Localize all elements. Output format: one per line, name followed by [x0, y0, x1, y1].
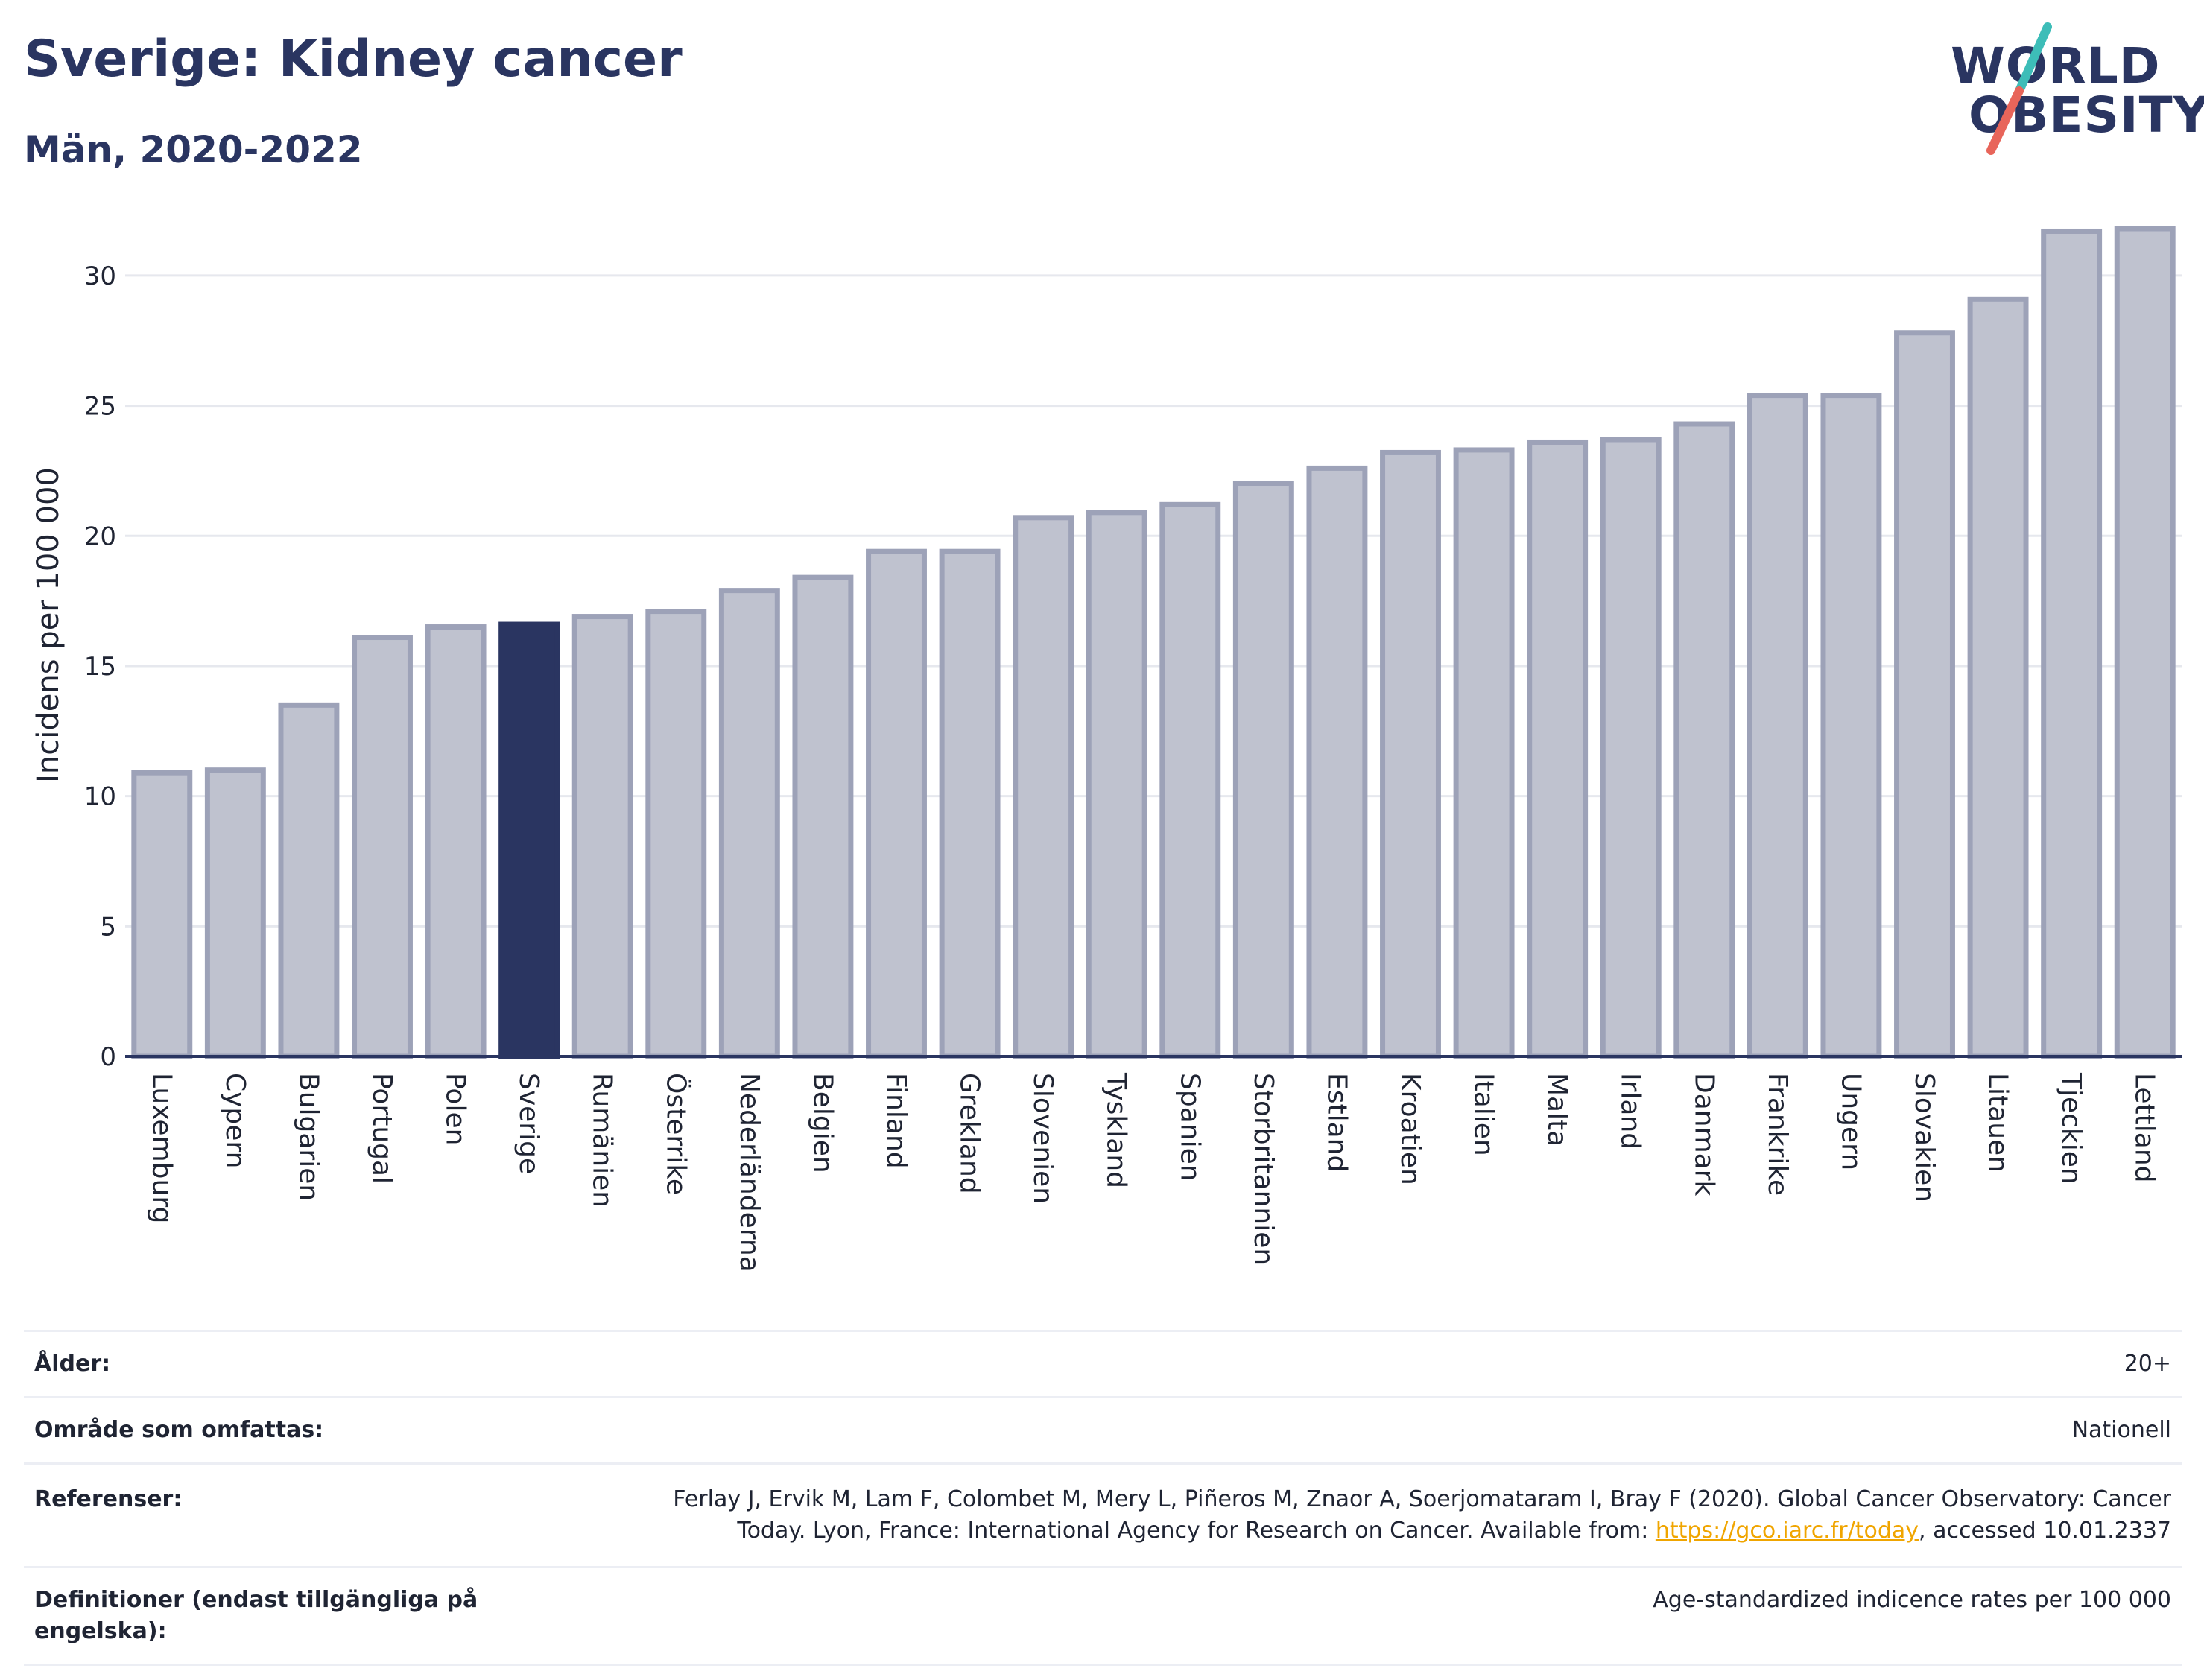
bar-chart: 0 5 10 15 20 25 30 Luxemburg Cypern Bulgarien Por… [31, 226, 2182, 1272]
world-obesity-logo: WORLD OBESITY [1937, 22, 2204, 156]
x-tick-label: Sverige [513, 1073, 544, 1174]
y-tick-label: 15 [84, 652, 116, 682]
info-table: Ålder: 20+ Område som omfattas: Nationel… [24, 1330, 2182, 1666]
bars [131, 226, 2176, 1059]
y-tick-labels: 0 5 10 15 20 25 30 [84, 261, 116, 1072]
bar-malta [1527, 439, 1589, 1059]
bar-estland [1306, 465, 1368, 1059]
x-tick-label: Danmark [1688, 1073, 1719, 1196]
references-link[interactable]: https://gco.iarc.fr/today [1655, 1518, 1919, 1544]
x-tick-label: Österrike [660, 1073, 691, 1195]
x-tick-label: Grekland [954, 1073, 985, 1194]
x-tick-label: Slovakien [1909, 1073, 1939, 1202]
bar-spanien [1159, 501, 1221, 1059]
bar-sverige [498, 621, 560, 1059]
bar-cypern [204, 767, 266, 1059]
x-tick-label: Tyskland [1101, 1072, 1132, 1188]
x-tick-label: Litauen [1983, 1073, 2013, 1173]
info-row-references: Referenser: Ferlay J, Ervik M, Lam F, Co… [24, 1465, 2182, 1568]
x-tick-label: Spanien [1174, 1073, 1205, 1182]
x-tick-label: Kroatien [1395, 1073, 1425, 1185]
x-tick-labels: Luxemburg Cypern Bulgarien Portugal Polen Sve… [146, 1072, 2159, 1272]
x-tick-label: Estland [1321, 1073, 1352, 1172]
references-line-1: Ferlay J, Ervik M, Lam F, Colombet M, Me… [673, 1486, 2171, 1512]
logo-slash-icon [1986, 22, 2052, 155]
bar-storbritannien [1232, 481, 1294, 1059]
y-tick-label: 5 [100, 912, 116, 942]
x-tick-label: Cypern [220, 1073, 250, 1168]
x-tick-label: Polen [440, 1073, 471, 1145]
bar-danmark [1673, 421, 1735, 1059]
bar-bulgarien [278, 702, 340, 1059]
bar-italien [1453, 447, 1515, 1059]
bar-österrike [645, 609, 707, 1059]
x-tick-label: Lettland [2129, 1073, 2160, 1183]
page-title: Sverige: Kidney cancer [24, 30, 683, 89]
coverage-label: Område som omfattas: [34, 1417, 324, 1443]
bar-luxemburg [131, 770, 193, 1059]
references-label: Referenser: [34, 1486, 183, 1512]
bar-nederländerna [718, 588, 780, 1059]
info-row-age: Ålder: 20+ [24, 1332, 2182, 1398]
references-accessed: , accessed 10.01.2337 [1919, 1518, 2171, 1544]
info-row-definitions: Definitioner (endast tillgängliga på eng… [24, 1568, 2182, 1666]
bar-frankrike [1747, 393, 1808, 1059]
bar-irland [1600, 437, 1662, 1059]
bar-litauen [1967, 296, 2029, 1059]
bar-belgien [792, 574, 854, 1059]
bar-grekland [939, 548, 1001, 1059]
x-tick-label: Luxemburg [146, 1073, 177, 1223]
bar-slovakien [1894, 330, 1955, 1059]
x-tick-label: Nederländerna [734, 1073, 764, 1272]
bar-ungern [1820, 393, 1882, 1059]
bar-slovenien [1013, 515, 1074, 1059]
x-tick-label: Slovenien [1027, 1073, 1058, 1204]
x-tick-label: Ungern [1835, 1073, 1866, 1170]
x-tick-label: Storbritannien [1248, 1073, 1279, 1265]
coverage-value: Nationell [2071, 1417, 2171, 1443]
x-tick-label: Malta [1542, 1073, 1572, 1147]
bar-tyskland [1086, 510, 1147, 1059]
y-tick-label: 25 [84, 392, 116, 422]
logo-line-1: WORLD [1951, 37, 2161, 95]
bar-kroatien [1380, 449, 1441, 1059]
y-tick-label: 10 [84, 782, 116, 812]
definitions-value: Age-standardized indicence rates per 100… [1653, 1587, 2171, 1613]
page-subtitle: Män, 2020-2022 [24, 128, 363, 171]
age-label: Ålder: [34, 1351, 111, 1377]
bar-polen [425, 624, 487, 1059]
x-tick-label: Bulgarien [293, 1073, 323, 1201]
y-tick-label: 0 [100, 1042, 116, 1072]
x-tick-label: Italien [1469, 1073, 1499, 1156]
info-row-coverage: Område som omfattas: Nationell [24, 1398, 2182, 1465]
x-tick-label: Irland [1615, 1073, 1646, 1150]
bar-finland [866, 548, 927, 1059]
definitions-label: Definitioner (endast tillgängliga på eng… [34, 1587, 478, 1644]
age-value: 20+ [2124, 1351, 2171, 1377]
x-tick-label: Frankrike [1762, 1073, 1793, 1196]
bar-portugal [352, 635, 413, 1059]
bar-rumänien [571, 614, 633, 1059]
references-line-2: Today. Lyon, France: International Agenc… [737, 1518, 1656, 1544]
y-axis-title: Incidens per 100 000 [31, 467, 66, 783]
y-tick-label: 30 [84, 261, 116, 291]
bar-lettland [2114, 226, 2176, 1059]
bar-tjeckien [2041, 228, 2103, 1059]
references-value: Ferlay J, Ervik M, Lam F, Colombet M, Me… [673, 1484, 2171, 1547]
x-tick-label: Portugal [367, 1073, 397, 1184]
x-tick-label: Tjeckien [2056, 1072, 2086, 1185]
x-tick-label: Finland [881, 1073, 911, 1169]
x-tick-label: Belgien [807, 1073, 837, 1173]
y-tick-label: 20 [84, 522, 116, 551]
x-tick-label: Rumänien [587, 1073, 618, 1208]
